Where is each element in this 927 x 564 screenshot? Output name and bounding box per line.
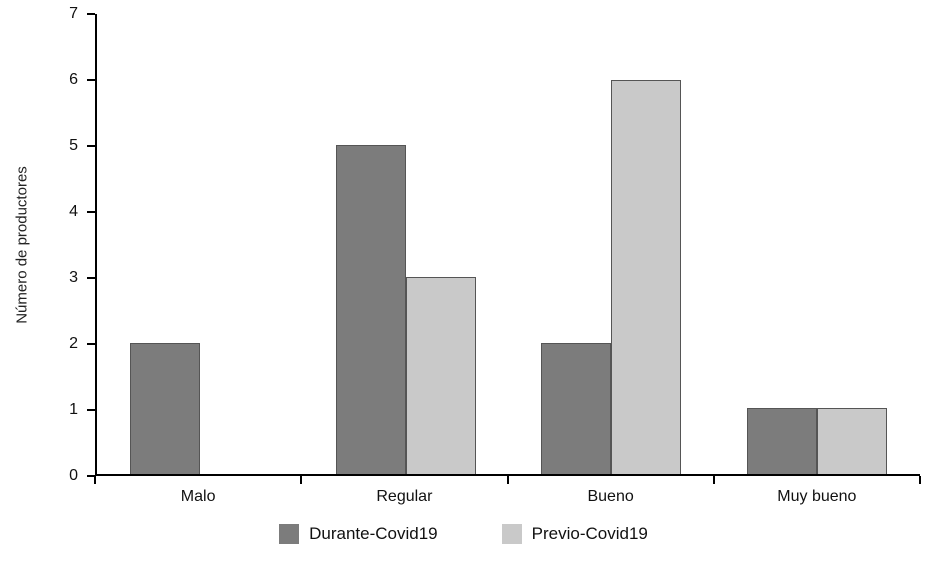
bar-durante-covid19 — [335, 145, 406, 474]
bar-durante-covid19 — [747, 408, 818, 474]
bar-previo-covid19 — [611, 79, 682, 474]
y-axis-tick: 3 — [13, 269, 95, 287]
y-axis-tick: 1 — [13, 401, 95, 419]
bar-group — [714, 14, 920, 474]
y-axis-tick-mark — [87, 79, 95, 81]
y-axis-tick-mark — [87, 13, 95, 15]
legend: Durante-Covid19 Previo-Covid19 — [0, 524, 927, 544]
bar-group — [303, 14, 509, 474]
y-axis-tick: 7 — [13, 5, 95, 23]
legend-label: Previo-Covid19 — [531, 524, 648, 543]
x-axis-tick-mark — [506, 476, 509, 484]
legend-label: Durante-Covid19 — [309, 524, 438, 543]
bar-durante-covid19 — [129, 342, 200, 474]
legend-swatch — [279, 524, 300, 544]
x-axis-tick-mark — [94, 476, 96, 484]
y-axis-tick-mark — [87, 145, 95, 147]
x-axis-category-labels: Malo Regular Bueno Muy bueno — [95, 488, 920, 506]
y-axis-tick-mark — [87, 409, 95, 411]
bar-durante-covid19 — [541, 342, 612, 474]
bar-previo-covid19 — [817, 408, 888, 474]
y-axis-tick-label: 2 — [69, 335, 78, 352]
x-axis-tick-mark — [300, 476, 303, 484]
y-axis-tick: 5 — [13, 137, 95, 155]
x-axis — [94, 476, 921, 484]
x-axis-tick-mark — [712, 476, 715, 484]
y-axis-tick-mark — [87, 211, 95, 213]
plot-area — [95, 14, 920, 476]
x-axis-category-label: Muy bueno — [777, 488, 857, 505]
legend-swatch — [501, 524, 522, 544]
x-axis-category-label: Malo — [180, 488, 216, 505]
y-axis-tick: 6 — [13, 71, 95, 89]
y-axis-tick: 4 — [13, 203, 95, 221]
legend-item: Durante-Covid19 — [279, 524, 438, 544]
y-axis-tick: 2 — [13, 335, 95, 353]
x-axis-tick-mark — [919, 476, 921, 484]
y-axis-tick-mark — [87, 475, 95, 477]
y-axis-tick-label: 4 — [69, 203, 78, 220]
y-axis-tick-label: 5 — [69, 137, 78, 154]
y-axis-tick-label: 0 — [69, 467, 78, 484]
y-axis-tick: 0 — [13, 467, 95, 485]
bar-group — [509, 14, 715, 474]
bar-previo-covid19 — [405, 276, 476, 474]
bar-group — [97, 14, 303, 474]
x-axis-category-label: Bueno — [587, 488, 634, 505]
y-axis-tick-mark — [87, 277, 95, 279]
y-axis: 0 1 2 3 4 5 6 7 — [0, 5, 95, 484]
y-axis-tick-label: 6 — [69, 71, 78, 88]
x-axis-category-label: Regular — [376, 488, 433, 505]
y-axis-tick-mark — [87, 343, 95, 345]
legend-item: Previo-Covid19 — [501, 524, 648, 544]
y-axis-tick-label: 3 — [69, 269, 78, 286]
y-axis-tick-label: 7 — [69, 5, 78, 22]
y-axis-tick-label: 1 — [69, 401, 78, 418]
